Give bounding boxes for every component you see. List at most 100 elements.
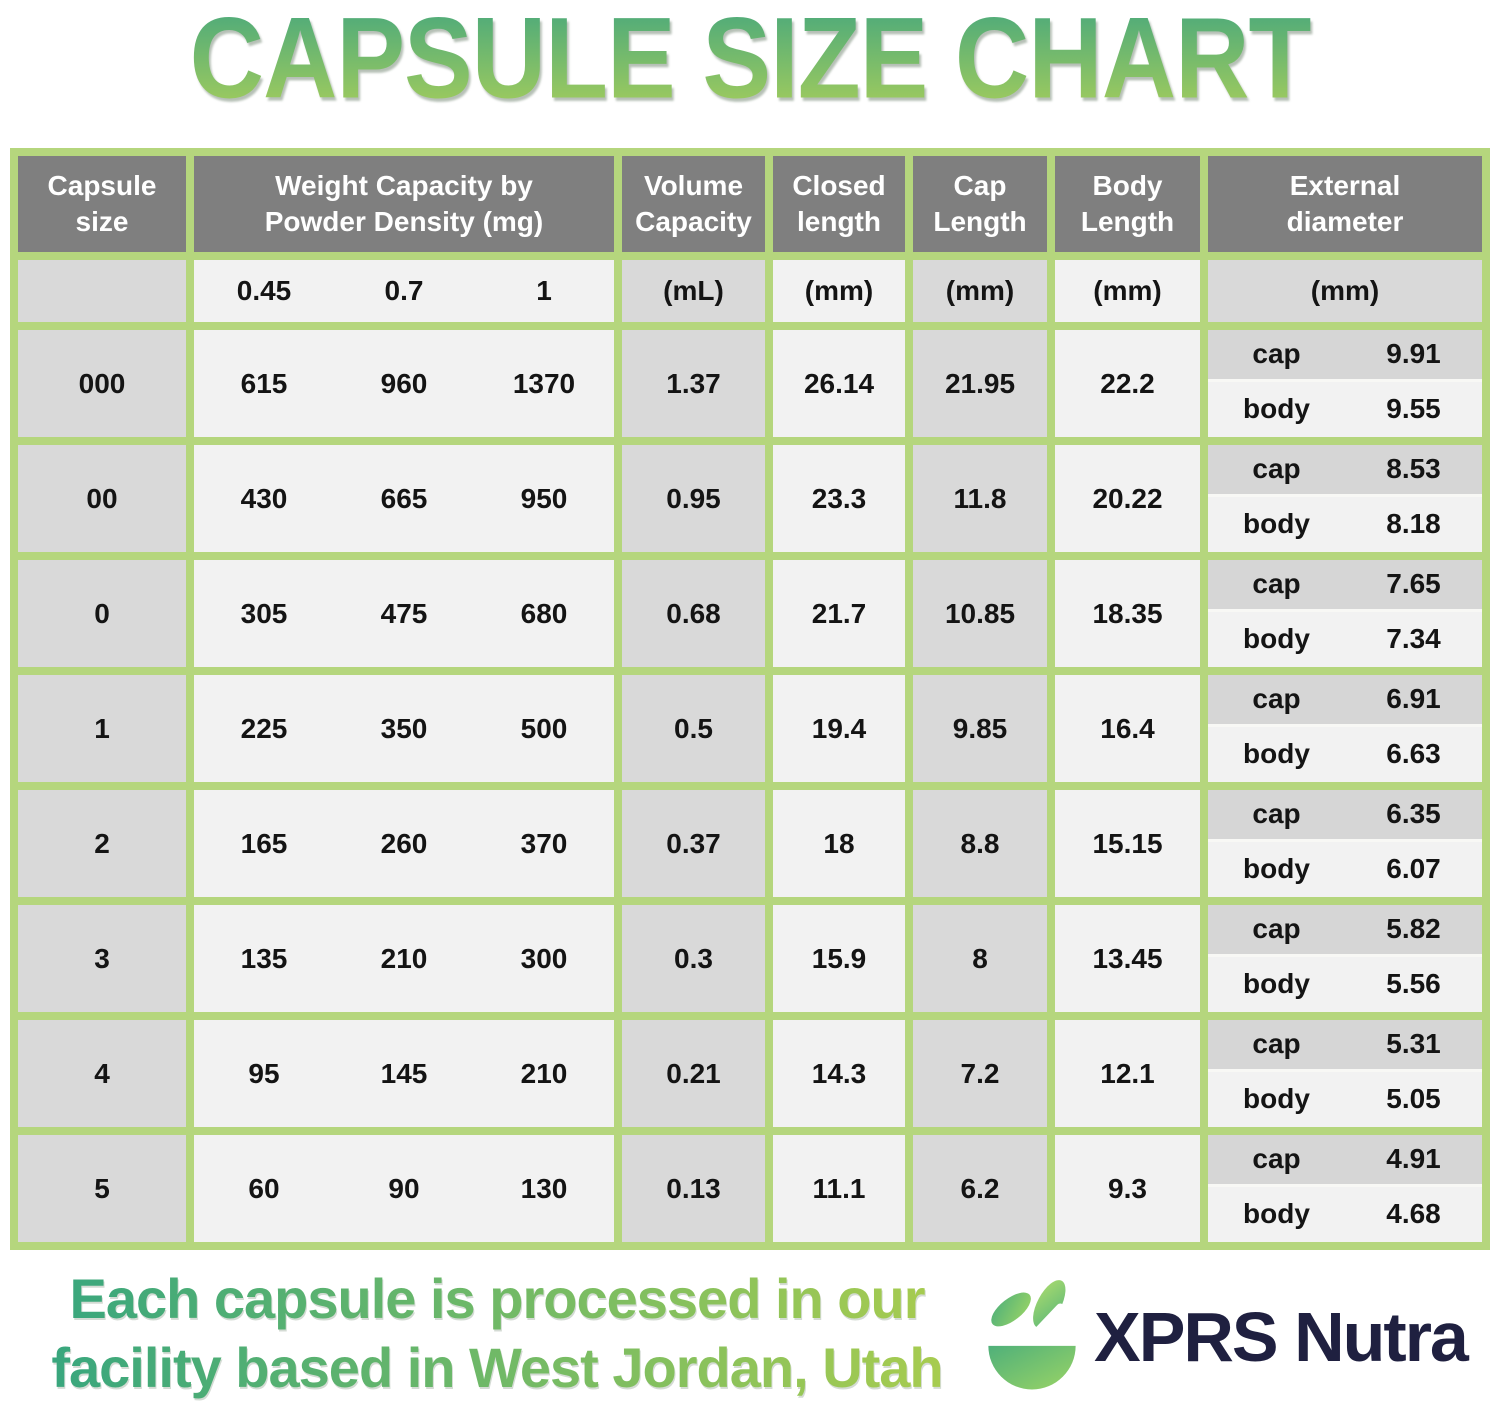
weight-capacity-cell: 305 475 680 — [194, 560, 614, 667]
cap-diameter-value: 4.91 — [1386, 1143, 1441, 1175]
body-length-cell: 20.22 — [1055, 445, 1200, 552]
weight-value: 260 — [380, 827, 428, 859]
body-length-cell: 12.1 — [1055, 1020, 1200, 1127]
external-cap-row: cap 4.91 — [1208, 1135, 1482, 1184]
external-cap-row: cap 6.35 — [1208, 790, 1482, 839]
header-cap-length-label: Cap Length — [933, 169, 1027, 237]
header-closed-length-label: Closed length — [792, 169, 886, 237]
cap-diameter-value: 5.82 — [1386, 913, 1441, 945]
header-volume-capacity-label: Volume Capacity — [635, 169, 752, 237]
body-diameter-value: 9.55 — [1386, 393, 1441, 425]
units-body-mm: (mm) — [1055, 260, 1200, 322]
closed-length-cell: 15.9 — [773, 905, 905, 1012]
capsule-size-cell: 000 — [18, 330, 186, 437]
weight-capacity-cell: 615 960 1370 — [194, 330, 614, 437]
cap-label: cap — [1252, 1028, 1301, 1060]
external-cap-row: cap 5.82 — [1208, 905, 1482, 954]
weight-value: 350 — [380, 712, 428, 744]
page-title: CAPSULE SIZE CHART — [0, 0, 1500, 124]
external-cap-row: cap 5.31 — [1208, 1020, 1482, 1069]
external-cap-row: cap 7.65 — [1208, 560, 1482, 609]
weight-capacity-cell: 135 210 300 — [194, 905, 614, 1012]
weight-value: 950 — [520, 482, 568, 514]
cap-label: cap — [1252, 798, 1301, 830]
body-label: body — [1243, 623, 1310, 655]
weight-value: 615 — [240, 367, 288, 399]
volume-capacity-cell: 0.13 — [622, 1135, 765, 1242]
capsule-size-cell: 5 — [18, 1135, 186, 1242]
volume-capacity-cell: 0.68 — [622, 560, 765, 667]
body-length-cell: 22.2 — [1055, 330, 1200, 437]
header-weight-capacity-label: Weight Capacity by Powder Density (mg) — [264, 169, 544, 237]
external-diameter-cell: cap 6.35 body 6.07 — [1208, 790, 1482, 897]
footer-note-line1: Each capsule is processed in our — [69, 1267, 925, 1330]
density-045-label: 0.45 — [236, 275, 292, 306]
weight-value: 210 — [520, 1057, 568, 1089]
units-density-cell: 0.45 0.7 1 — [194, 260, 614, 322]
weight-value: 60 — [248, 1172, 280, 1204]
header-body-length: Body Length — [1055, 156, 1200, 252]
weight-capacity-cell: 430 665 950 — [194, 445, 614, 552]
weight-value: 475 — [380, 597, 428, 629]
weight-value: 130 — [520, 1172, 568, 1204]
cap-length-cell: 6.2 — [913, 1135, 1047, 1242]
volume-capacity-cell: 0.95 — [622, 445, 765, 552]
volume-capacity-cell: 0.5 — [622, 675, 765, 782]
body-label: body — [1243, 393, 1310, 425]
weight-value: 680 — [520, 597, 568, 629]
footer: Each capsule is processed in our facilit… — [0, 1262, 1500, 1412]
capsule-size-table: Capsule size Weight Capacity by Powder D… — [10, 148, 1490, 1250]
weight-capacity-cell: 225 350 500 — [194, 675, 614, 782]
volume-capacity-cell: 0.21 — [622, 1020, 765, 1127]
units-volume-ml: (mL) — [622, 260, 765, 322]
weight-capacity-cell: 60 90 130 — [194, 1135, 614, 1242]
external-cap-row: cap 8.53 — [1208, 445, 1482, 494]
cap-label: cap — [1252, 683, 1301, 715]
capsule-size-cell: 3 — [18, 905, 186, 1012]
weight-value: 225 — [240, 712, 288, 744]
volume-capacity-cell: 0.37 — [622, 790, 765, 897]
cap-length-cell: 8.8 — [913, 790, 1047, 897]
body-label: body — [1243, 1198, 1310, 1230]
external-body-row: body 7.34 — [1208, 611, 1482, 667]
capsule-size-cell: 4 — [18, 1020, 186, 1127]
footer-note-line2: facility based in West Jordan, Utah — [51, 1336, 943, 1400]
weight-value: 960 — [380, 367, 428, 399]
cap-diameter-value: 6.91 — [1386, 683, 1441, 715]
cap-diameter-value: 6.35 — [1386, 798, 1441, 830]
footer-note: Each capsule is processed in our facilit… — [22, 1264, 972, 1403]
weight-value: 1370 — [512, 367, 576, 399]
external-cap-row: cap 6.91 — [1208, 675, 1482, 724]
cap-label: cap — [1252, 1143, 1301, 1175]
body-length-cell: 13.45 — [1055, 905, 1200, 1012]
capsule-size-cell: 00 — [18, 445, 186, 552]
header-capsule-size: Capsule size — [18, 156, 186, 252]
body-length-cell: 9.3 — [1055, 1135, 1200, 1242]
cap-length-cell: 8 — [913, 905, 1047, 1012]
body-diameter-value: 8.18 — [1386, 508, 1441, 540]
header-cap-length: Cap Length — [913, 156, 1047, 252]
cap-diameter-value: 5.31 — [1386, 1028, 1441, 1060]
body-diameter-value: 6.07 — [1386, 853, 1441, 885]
weight-value: 370 — [520, 827, 568, 859]
capsule-size-cell: 1 — [18, 675, 186, 782]
closed-length-cell: 14.3 — [773, 1020, 905, 1127]
closed-length-cell: 26.14 — [773, 330, 905, 437]
external-diameter-cell: cap 4.91 body 4.68 — [1208, 1135, 1482, 1242]
capsule-size-cell: 2 — [18, 790, 186, 897]
header-external-diameter-label: External diameter — [1286, 169, 1404, 237]
cap-diameter-value: 7.65 — [1386, 568, 1441, 600]
external-cap-row: cap 9.91 — [1208, 330, 1482, 379]
closed-length-cell: 18 — [773, 790, 905, 897]
weight-value: 210 — [380, 942, 428, 974]
body-length-cell: 15.15 — [1055, 790, 1200, 897]
body-diameter-value: 7.34 — [1386, 623, 1441, 655]
weight-value: 305 — [240, 597, 288, 629]
external-body-row: body 6.07 — [1208, 841, 1482, 897]
external-body-row: body 6.63 — [1208, 726, 1482, 782]
weight-value: 165 — [240, 827, 288, 859]
closed-length-cell: 11.1 — [773, 1135, 905, 1242]
external-diameter-cell: cap 5.31 body 5.05 — [1208, 1020, 1482, 1127]
weight-value: 500 — [520, 712, 568, 744]
